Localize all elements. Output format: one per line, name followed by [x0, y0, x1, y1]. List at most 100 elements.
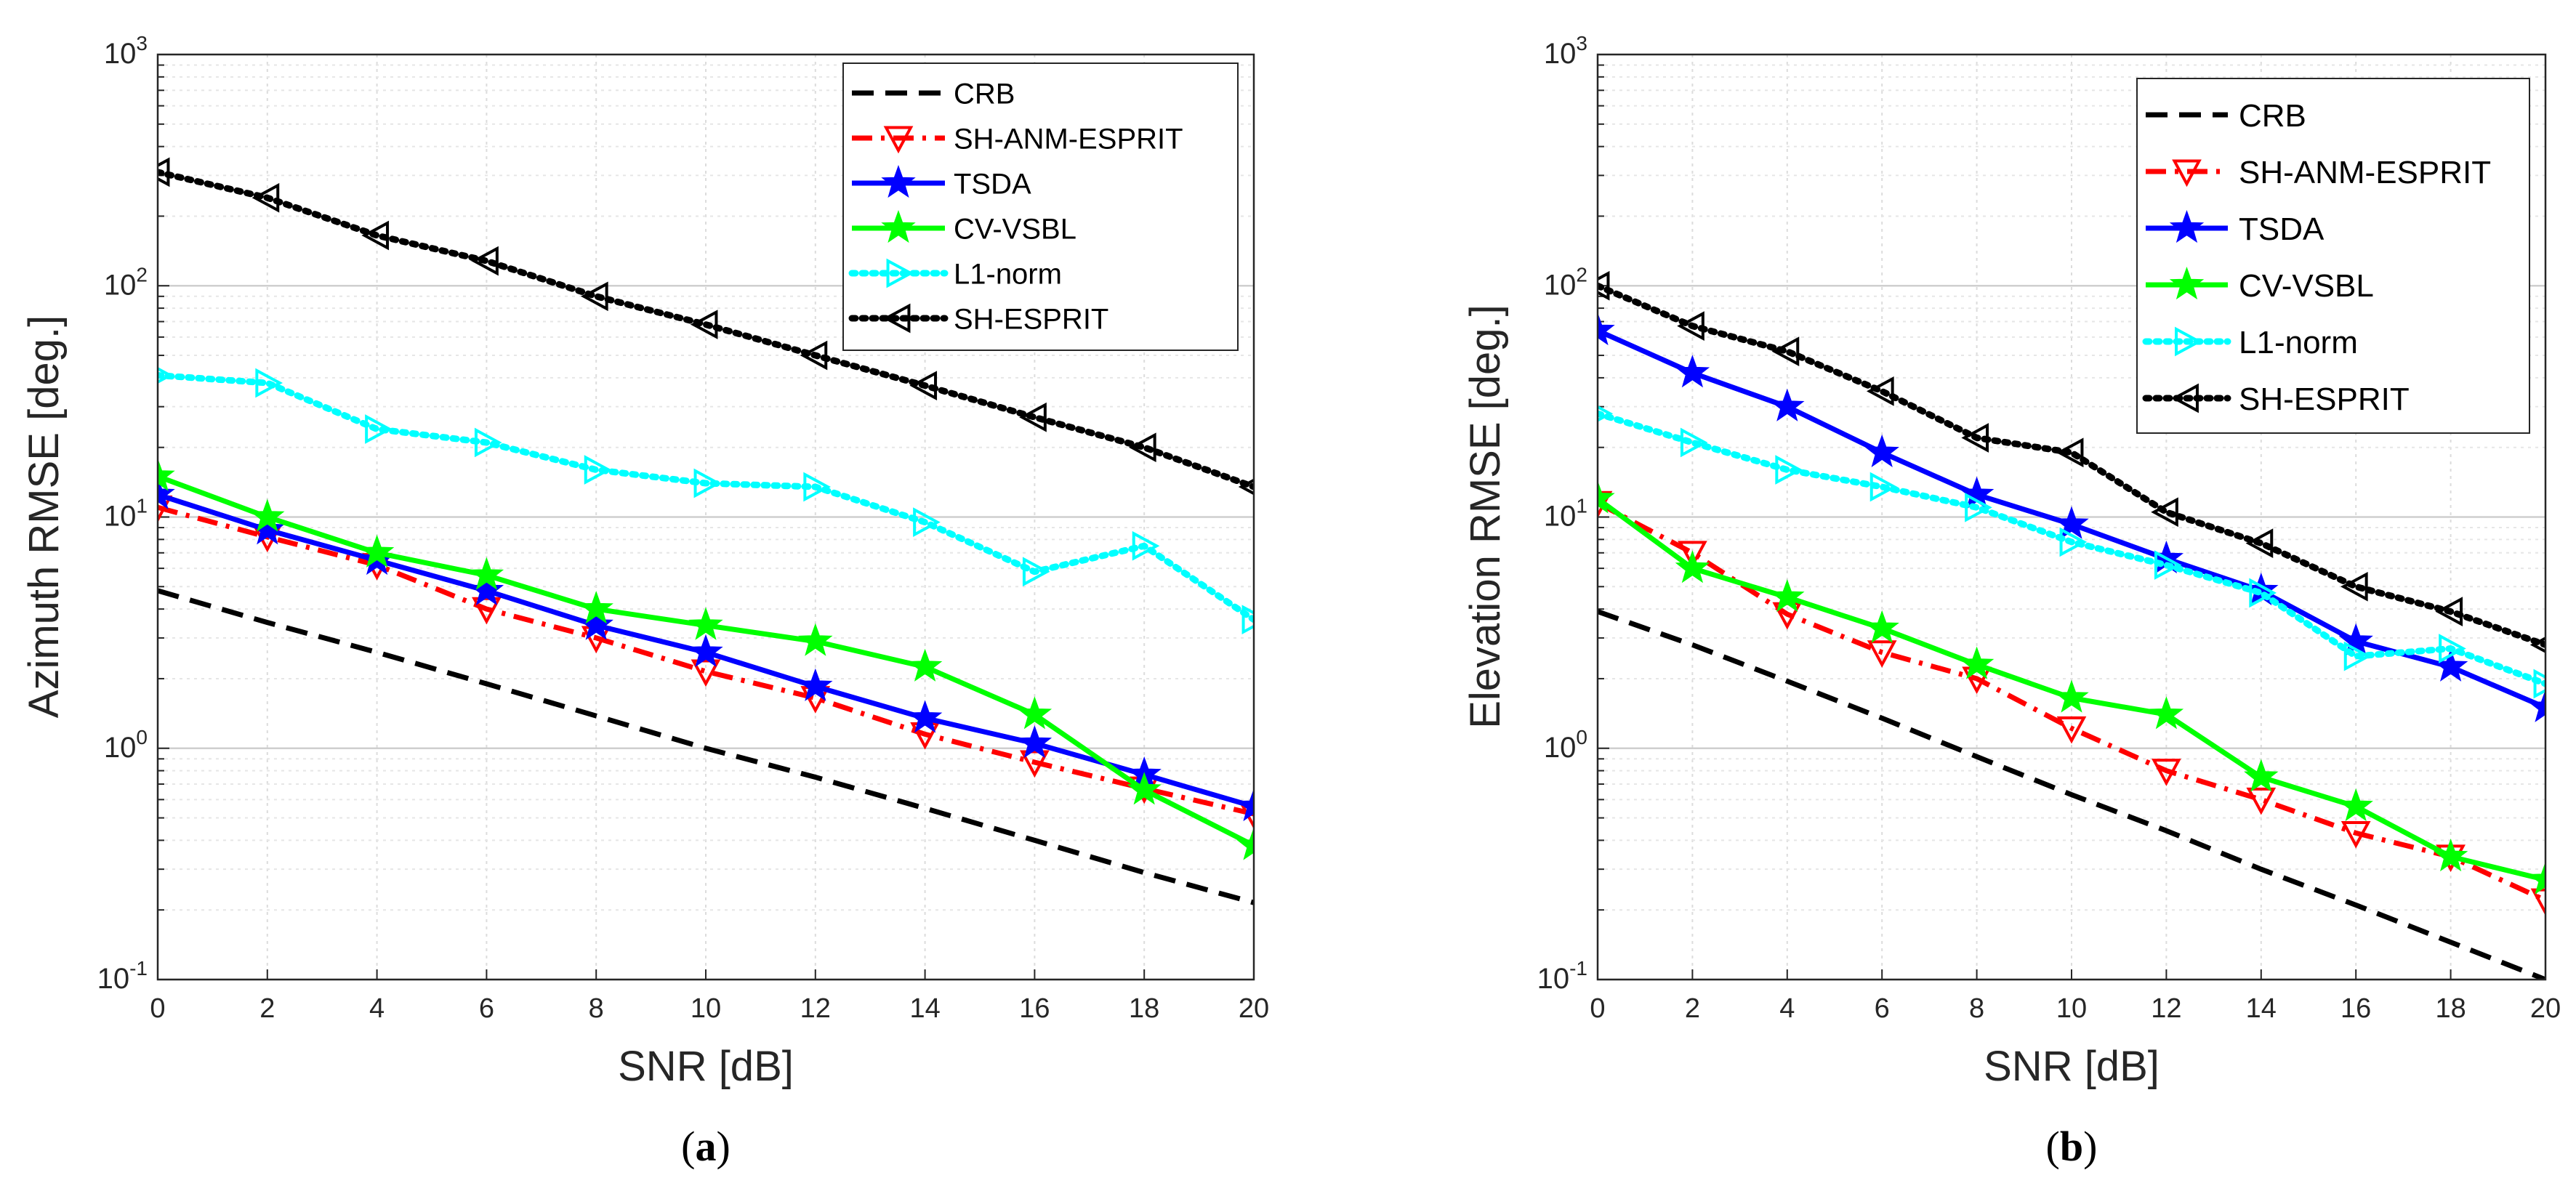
data-point [1678, 541, 1707, 569]
data-point [472, 597, 502, 625]
series-l1-norm [158, 367, 1254, 635]
legend-item: TSDA [852, 165, 1031, 200]
legend: CRB SH-ANM-ESPRIT TSDA CV-VSBL L1-norm SH-ESP… [842, 62, 1239, 351]
panel-caption: (a) [681, 1123, 730, 1170]
data-point [2528, 861, 2545, 895]
data-point [1771, 336, 1800, 366]
data-point [688, 634, 723, 667]
legend-label: SH-ANM-ESPRIT [2239, 155, 2491, 190]
y-tick-label: 102 [104, 263, 148, 301]
series-line [1598, 609, 2545, 980]
legend-marker [2172, 159, 2202, 187]
data-point [2529, 636, 2545, 653]
x-tick-label: 16 [1019, 993, 1050, 1024]
series-sh-esprit [1598, 270, 2545, 653]
data-point [1019, 402, 1047, 432]
data-point [158, 476, 175, 509]
data-point [1598, 405, 1614, 422]
series-l1-norm [1598, 405, 2545, 699]
x-tick-label: 16 [2340, 993, 2371, 1024]
caption-open: ( [2046, 1123, 2060, 1170]
x-tick-label: 18 [1129, 993, 1159, 1024]
data-point [2054, 679, 2089, 713]
legend-item: CV-VSBL [852, 210, 1076, 245]
data-point [1680, 427, 1708, 458]
x-tick-label: 10 [691, 993, 721, 1024]
data-point [688, 607, 723, 640]
legend-box [2136, 78, 2530, 434]
y-tick-label: 103 [104, 32, 148, 70]
legend-item: CV-VSBL [2146, 267, 2374, 304]
legend-label: CRB [954, 78, 1015, 110]
series-line [1598, 410, 2545, 687]
legend-items: CRB SH-ANM-ESPRIT TSDA CV-VSBL L1-norm SH-ESP… [848, 78, 1183, 335]
data-point [800, 340, 828, 371]
data-point [1017, 696, 1052, 730]
legend-item: L1-norm [848, 258, 1062, 290]
data-point [2435, 597, 2463, 626]
data-point [2249, 578, 2277, 608]
data-point [690, 310, 718, 339]
data-point [1241, 605, 1254, 635]
data-point [2059, 527, 2088, 557]
y-tick-labels: 10-1 100 101 102 103 [97, 32, 148, 995]
data-point [2530, 888, 2545, 916]
data-point [1022, 557, 1050, 587]
data-point [1770, 388, 1805, 421]
series-line [1598, 501, 2545, 903]
data-point [1128, 432, 1156, 463]
y-tick-label: 100 [104, 726, 148, 764]
legend-label: SH-ESPRIT [954, 303, 1108, 335]
x-tick-label: 8 [1969, 993, 1984, 1024]
legend-label: CRB [2239, 98, 2306, 134]
caption-close: ) [717, 1123, 730, 1170]
data-point [2528, 689, 2545, 722]
data-point [2343, 641, 2372, 671]
data-point [158, 458, 175, 491]
data-point [1864, 610, 1899, 643]
series-cv-vsbl [1598, 480, 2545, 895]
data-point [2056, 716, 2087, 744]
x-tick-label: 14 [2246, 993, 2277, 1024]
legend-marker [2169, 210, 2205, 243]
data-point [1127, 772, 1162, 805]
legend-label: CV-VSBL [954, 213, 1076, 245]
y-tick-label: 103 [1544, 32, 1587, 70]
data-point [1965, 492, 1992, 522]
x-tick-label: 2 [259, 993, 275, 1024]
y-tick-label: 100 [1544, 726, 1587, 764]
y-tick-label: 102 [1544, 263, 1587, 301]
caption-letter: a [696, 1123, 717, 1170]
legend-marker [2169, 267, 2205, 300]
legend-label: L1-norm [954, 258, 1062, 290]
data-point [1959, 646, 1995, 679]
data-point [913, 507, 941, 537]
data-point [691, 659, 721, 687]
data-point [1867, 640, 1897, 668]
x-tick-labels: 0 2 4 6 8 10 12 14 16 18 20 [1590, 969, 2561, 1024]
data-point [2056, 437, 2084, 468]
data-point [580, 281, 608, 312]
legend-marker [883, 126, 914, 154]
legend-item: SH-ANM-ESPRIT [852, 123, 1183, 155]
y-tick-labels: 10-1 100 101 102 103 [1537, 32, 1587, 995]
data-point [693, 468, 722, 498]
data-point [1770, 578, 1805, 613]
data-point [2340, 571, 2368, 602]
legend-marker [882, 303, 911, 334]
data-point [1961, 423, 1989, 453]
data-point [158, 495, 173, 523]
legend-item: SH-ESPRIT [848, 303, 1108, 335]
data-point [1775, 455, 1803, 485]
data-point [1598, 312, 1615, 346]
data-point [798, 668, 833, 701]
series-crb [158, 588, 1254, 905]
legend-item: CRB [2146, 98, 2306, 134]
x-tick-label: 20 [2530, 993, 2561, 1024]
data-point [2533, 669, 2545, 699]
x-tick-label: 4 [1779, 993, 1795, 1024]
x-axis-label: SNR [dB] [618, 1043, 794, 1090]
data-point [1132, 530, 1160, 561]
legend-marker [2175, 326, 2202, 357]
